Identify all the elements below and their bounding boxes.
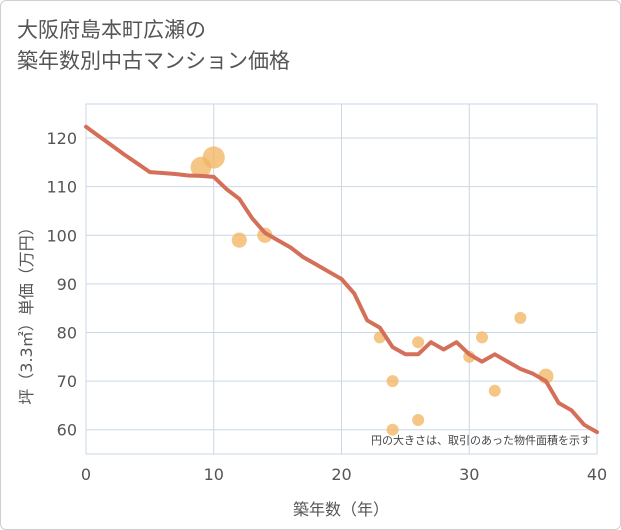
x-axis-title: 築年数（年） [293, 500, 389, 519]
bubble-point [231, 232, 247, 248]
y-tick-label: 70 [57, 372, 77, 391]
x-axis-ticks: 0 10 20 30 40 [81, 465, 607, 484]
y-tick-label: 90 [57, 275, 77, 294]
trend-series [84, 124, 599, 435]
bubble-point [257, 227, 273, 243]
chart-title-line1: 大阪府島本町広瀬の [17, 18, 206, 42]
y-tick-label: 110 [46, 178, 77, 197]
y-tick-label: 80 [57, 323, 77, 342]
y-tick-label: 120 [46, 129, 77, 148]
trend-line [84, 124, 599, 435]
x-tick-label: 20 [331, 465, 351, 484]
bubble-series [190, 146, 554, 436]
grid-lines [85, 104, 598, 454]
bubble-point [412, 336, 425, 349]
x-tick-label: 30 [459, 465, 479, 484]
bubble-point [386, 423, 399, 436]
size-note: 円の大きさは、取引のあった物件面積を示す [371, 433, 591, 447]
bubble-point [412, 413, 425, 426]
y-tick-label: 60 [57, 421, 77, 440]
chart-title-line2: 築年数別中古マンション価格 [17, 49, 290, 73]
x-tick-label: 10 [204, 465, 224, 484]
y-tick-label: 100 [46, 226, 77, 245]
y-axis-title: 坪（3.3㎡）単価（万円） [17, 219, 36, 404]
bubble-point [202, 146, 225, 169]
x-tick-label: 0 [81, 465, 91, 484]
chart-title: 大阪府島本町広瀬の 築年数別中古マンション価格 [17, 15, 290, 77]
y-axis-ticks: 60 70 80 90 100 110 120 [46, 129, 77, 440]
x-tick-label: 40 [587, 465, 607, 484]
bubble-point [476, 331, 489, 344]
bubble-point [386, 375, 399, 388]
bubble-point [488, 384, 501, 397]
bubble-point [514, 311, 527, 324]
